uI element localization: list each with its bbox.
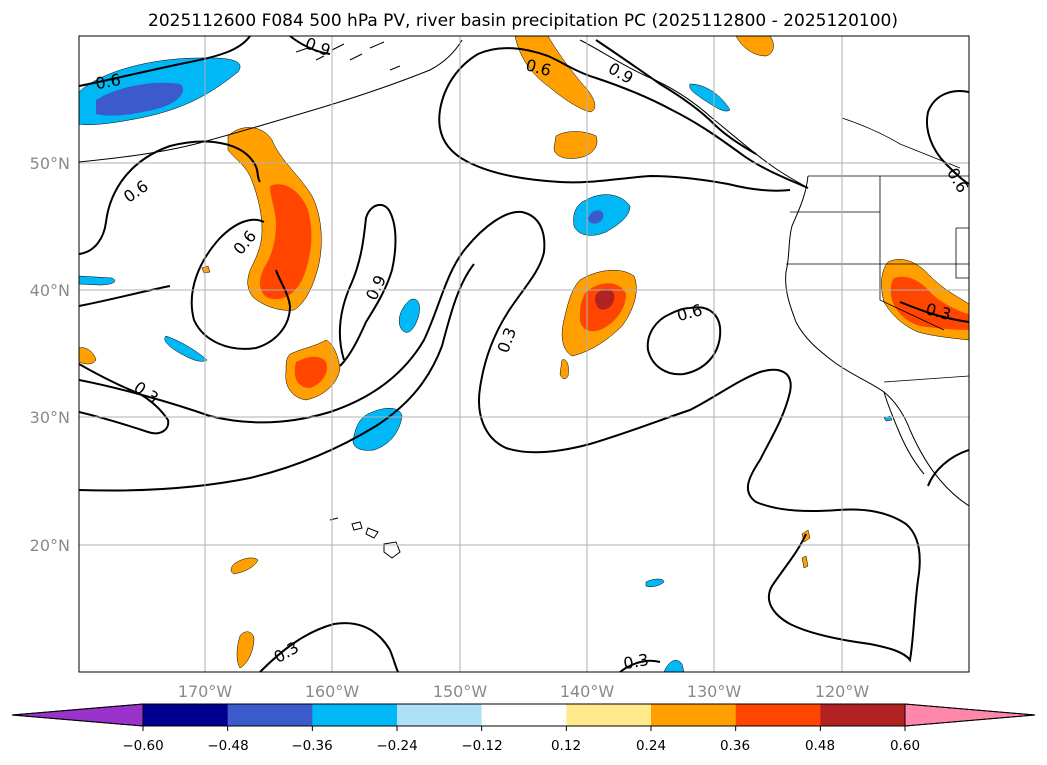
- pv-contour-06-east-loop: [646, 306, 722, 376]
- colorbar-segment: [481, 704, 567, 726]
- lat-label: 40°N: [30, 281, 70, 300]
- pv-contour-09-north: [289, 36, 331, 55]
- precipitation-fills: [79, 36, 969, 672]
- colorbar-tick-label: 0.36: [720, 738, 750, 754]
- blue-fill-coast: [689, 83, 731, 112]
- colorbar-tick-label: −0.24: [376, 738, 417, 754]
- pv-contour-east-curve: [926, 90, 969, 185]
- pv-contour-06-main: [79, 285, 171, 307]
- blue-fill-mid1: [399, 298, 420, 333]
- utah-border: [955, 227, 969, 279]
- blue-fill-south: [663, 660, 685, 672]
- pv-contour-06-west-loop: [79, 140, 261, 255]
- pv-contours: [79, 36, 969, 672]
- pv-contour-09-upper: [595, 39, 757, 155]
- pv-contour-east-lower: [927, 449, 969, 487]
- hawaii-islands: [329, 517, 401, 559]
- colorbar-extend-low: [11, 703, 144, 727]
- map-frame: [78, 35, 970, 673]
- lon-label: 130°W: [687, 682, 742, 701]
- colorbar-tick-label: −0.48: [207, 738, 248, 754]
- orange-fill-central-small: [559, 359, 569, 379]
- colorbar-segments: [143, 704, 906, 726]
- lon-label: 120°W: [815, 682, 870, 701]
- redorange-fill-sw2: [294, 356, 328, 388]
- pv-contour-06-lower: [438, 109, 791, 192]
- blue-fill-west: [79, 275, 116, 286]
- colorbar-tick-label: 0.48: [805, 738, 835, 754]
- pv-contour-03-south: [79, 263, 475, 492]
- blue-fill-sw: [164, 335, 208, 362]
- orange-fill-sw1: [79, 347, 97, 365]
- mexico-border: [883, 375, 969, 383]
- orange-fill-sw3: [230, 557, 259, 575]
- colorbar-segment: [312, 704, 398, 726]
- latitude-labels: 50°N 40°N 30°N 20°N: [30, 154, 70, 555]
- colorbar-segment: [143, 704, 229, 726]
- lat-label: 20°N: [30, 536, 70, 555]
- lon-label: 170°W: [178, 682, 233, 701]
- colorbar-tick-label: 0.24: [636, 738, 666, 754]
- colorbar-segment: [227, 704, 313, 726]
- colorbar-tick-label: 0.12: [551, 738, 581, 754]
- orange-fill-sw4: [236, 631, 255, 669]
- pv-contour-06-upper: [439, 47, 809, 189]
- lon-label: 150°W: [433, 682, 488, 701]
- darkblue-fill-central: [588, 210, 604, 224]
- pv-contour-03-california: [899, 301, 969, 323]
- gridlines: [79, 36, 969, 672]
- coastlines: [79, 39, 969, 559]
- lat-label: 30°N: [30, 408, 70, 427]
- alaska-aleutian-coast: [79, 39, 463, 163]
- pv-contour-06-north: [79, 36, 251, 87]
- political-borders: [786, 117, 969, 383]
- colorbar-labels: −0.60 −0.48 −0.36 −0.24 −0.12 0.12 0.24 …: [122, 738, 920, 754]
- colorbar: −0.60 −0.48 −0.36 −0.24 −0.12 0.12 0.24 …: [11, 703, 1036, 754]
- map-panel: 0.6 0.9 0.6 0.9 0.6 0.6 0.9 0.3 0.3 0.6 …: [30, 35, 970, 701]
- darkblue-fill-nw: [96, 82, 184, 116]
- colorbar-segment: [820, 704, 906, 726]
- colorbar-segment: [566, 704, 652, 726]
- colorbar-tick-label: −0.12: [461, 738, 502, 754]
- colorbar-segment: [651, 704, 737, 726]
- orange-fill-ne-corner: [735, 36, 774, 57]
- map-background: [79, 36, 969, 672]
- lon-label: 160°W: [305, 682, 360, 701]
- alaska-panhandle-coast: [579, 39, 809, 189]
- contour-label: 0.6: [94, 70, 122, 93]
- figure-title: 2025112600 F084 500 hPa PV, river basin …: [148, 11, 898, 31]
- colorbar-segment: [397, 704, 483, 726]
- redorange-fill-west-band: [259, 184, 312, 300]
- pv-contour-06-inner-loop: [190, 218, 292, 350]
- colorbar-extend-high: [904, 703, 1036, 727]
- contour-label: 0.3: [622, 650, 650, 673]
- pv-contour-03-bottom: [259, 622, 399, 672]
- pv-contour-09-central: [338, 203, 397, 367]
- blue-fill-tropics: [645, 578, 665, 588]
- colorbar-tick-label: 0.60: [890, 738, 920, 754]
- darkred-fill-central: [595, 289, 615, 310]
- colorbar-ticks: [142, 726, 906, 731]
- lon-label: 140°W: [560, 682, 615, 701]
- colorbar-tick-label: −0.36: [291, 738, 332, 754]
- orange-fill-north: [514, 36, 596, 113]
- colorbar-segment: [735, 704, 821, 726]
- baja-coast: [883, 391, 925, 475]
- lat-label: 50°N: [30, 154, 70, 173]
- us-west-coast: [785, 175, 969, 507]
- orange-fill-baja2: [801, 555, 809, 569]
- orange-fill-north-small: [553, 131, 598, 159]
- longitude-labels: 170°W 160°W 150°W 140°W 130°W 120°W: [178, 682, 870, 701]
- pv-contour-03-bottom2: [619, 659, 661, 672]
- pv-contour-03-west: [79, 363, 170, 435]
- orange-fill-small-west: [201, 265, 211, 274]
- nevada-border: [879, 264, 945, 331]
- colorbar-tick-label: −0.60: [122, 738, 163, 754]
- aleutian-islands: [295, 41, 401, 71]
